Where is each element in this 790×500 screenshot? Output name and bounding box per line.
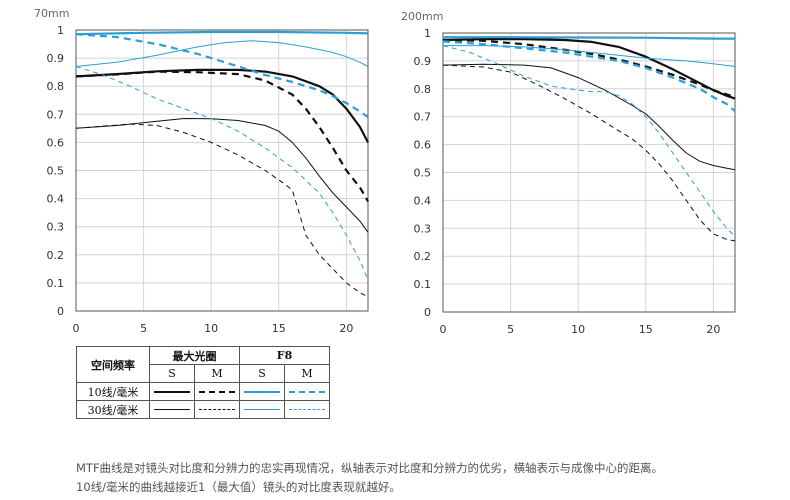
chart-1-series-f8-10-S <box>443 36 735 40</box>
swatch-30-s-max <box>154 409 190 410</box>
chart-0-xtick-2: 10 <box>204 322 218 335</box>
chart-1-ytick-1: 0.1 <box>414 278 432 291</box>
chart-0-series-max-aperture-10-M <box>75 70 369 202</box>
chart-1-xtick-3: 15 <box>639 323 653 336</box>
chart-0-ytick-0: 0 <box>57 305 64 318</box>
chart-0-series-max-aperture-30-S <box>75 118 369 233</box>
swatch-10-s-max <box>154 390 190 393</box>
chart-1-grid <box>442 32 735 313</box>
caption-line-1: MTF曲线是对镜头对比度和分辨力的忠实再现情况，纵轴表示对比度和分辨力的优劣，横… <box>76 461 664 475</box>
legend-m-max: M <box>194 364 240 383</box>
chart-1-ytick-10: 1 <box>424 27 431 40</box>
chart-1-ytick-0: 0 <box>424 306 431 319</box>
chart-0-title: 70mm <box>34 7 69 20</box>
chart-1-xtick-0: 0 <box>440 323 447 336</box>
chart-0-ytick-1: 0.1 <box>47 277 65 290</box>
mtf-legend: 空间频率 最大光圈 F8 S M S M 10线/毫米 30线/毫米 <box>76 346 330 419</box>
chart-0-grid <box>75 29 368 312</box>
chart-0-series-f8-30-S <box>75 40 369 67</box>
chart-1-series-f8-30-M <box>442 45 736 238</box>
chart-0-series-f8-10-M <box>75 33 369 119</box>
chart-0-series-f8-10-S <box>75 30 369 36</box>
swatch-30-m-max <box>199 409 235 410</box>
chart-0-ytick-10: 1 <box>57 24 64 37</box>
chart-0-series-max-aperture-10-S <box>75 68 369 143</box>
legend-row-30: 30线/毫米 <box>76 400 150 419</box>
legend-max-aperture: 最大光圈 <box>149 346 240 365</box>
chart-1-ytick-9: 0.9 <box>414 55 432 68</box>
legend-s-max: S <box>149 364 195 383</box>
legend-spatial-frequency: 空间频率 <box>76 346 150 383</box>
chart-1-title: 200mm <box>401 10 443 23</box>
chart-0-ytick-6: 0.6 <box>47 136 65 149</box>
chart-1-series-max-aperture-30-M <box>442 64 736 242</box>
chart-0-ytick-2: 0.2 <box>47 249 65 262</box>
chart-0-series-max-aperture-30-M <box>75 123 369 298</box>
legend-f8: F8 <box>239 346 330 365</box>
swatch-10-s-f8 <box>244 390 280 393</box>
chart-1-ytick-4: 0.4 <box>414 194 432 207</box>
chart-1-series-max-aperture-10-M <box>442 38 736 99</box>
chart-1-series-f8-30-S <box>443 45 736 67</box>
chart-1-ytick-6: 0.6 <box>414 139 432 152</box>
chart-0-ytick-4: 0.4 <box>47 193 65 206</box>
swatch-10-m-f8 <box>289 390 325 393</box>
legend-m-f8: M <box>284 364 330 383</box>
chart-0-series-f8-30-M <box>75 66 369 281</box>
chart-0-plot-area <box>75 29 369 312</box>
swatch-30-s-f8 <box>244 409 280 410</box>
chart-1-ytick-3: 0.3 <box>414 222 432 235</box>
chart-1-plot-area <box>442 32 736 313</box>
chart-1-ytick-8: 0.8 <box>414 83 432 96</box>
swatch-10-m-max <box>199 390 235 393</box>
chart-1-series-max-aperture-10-S <box>442 38 736 100</box>
chart-1-xtick-2: 10 <box>571 323 585 336</box>
chart-1-ytick-2: 0.2 <box>414 250 432 263</box>
chart-0-ytick-8: 0.8 <box>47 80 65 93</box>
chart-0-ytick-7: 0.7 <box>47 108 65 121</box>
chart-1-xtick-1: 5 <box>507 323 514 336</box>
chart-1-series-max-aperture-30-S <box>442 63 736 171</box>
chart-1-ytick-7: 0.7 <box>414 111 432 124</box>
caption-line-2: 10线/毫米的曲线越接近1（最大值）镜头的对比度表现就越好。 <box>76 480 401 494</box>
chart-1-xtick-4: 20 <box>706 323 720 336</box>
chart-0-xtick-3: 15 <box>272 322 286 335</box>
chart-0-ytick-3: 0.3 <box>47 221 65 234</box>
chart-0-xtick-4: 20 <box>339 322 353 335</box>
chart-0-xtick-0: 0 <box>73 322 80 335</box>
chart-0-ytick-5: 0.5 <box>47 165 65 178</box>
swatch-30-m-f8 <box>289 409 325 410</box>
chart-0-xtick-1: 5 <box>140 322 147 335</box>
legend-row-10: 10线/毫米 <box>76 382 150 401</box>
chart-1-series-f8-10-M <box>442 40 736 112</box>
chart-0-ytick-9: 0.9 <box>47 52 65 65</box>
legend-s-f8: S <box>239 364 285 383</box>
chart-1-ytick-5: 0.5 <box>414 167 432 180</box>
